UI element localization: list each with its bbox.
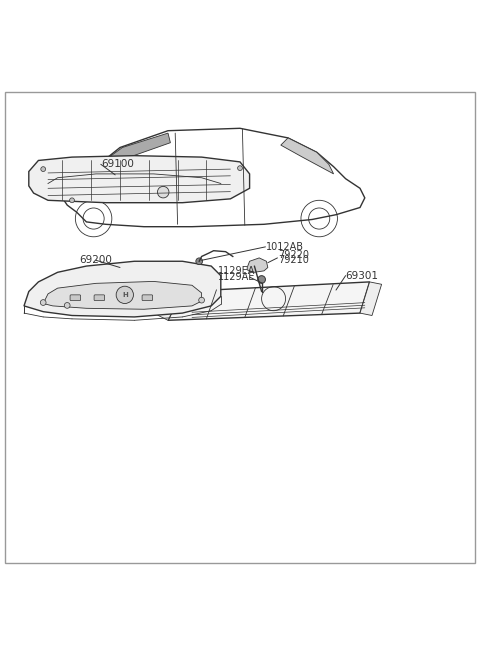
Circle shape <box>238 166 242 170</box>
Circle shape <box>157 187 169 198</box>
Polygon shape <box>168 282 370 320</box>
Text: 79220: 79220 <box>278 250 310 259</box>
Text: 1012AB: 1012AB <box>266 242 304 252</box>
Polygon shape <box>65 181 74 187</box>
Text: 69100: 69100 <box>101 159 133 169</box>
Polygon shape <box>360 282 382 316</box>
Text: 1129AE: 1129AE <box>218 272 256 282</box>
Text: 1129EA: 1129EA <box>218 266 256 276</box>
Polygon shape <box>24 261 221 317</box>
Circle shape <box>40 299 46 305</box>
Text: 69200: 69200 <box>79 255 112 265</box>
Circle shape <box>70 198 74 202</box>
Text: 79210: 79210 <box>278 255 309 265</box>
FancyBboxPatch shape <box>94 295 105 301</box>
Circle shape <box>116 286 133 303</box>
Text: 69301: 69301 <box>346 271 379 280</box>
Circle shape <box>258 276 265 284</box>
Polygon shape <box>281 138 334 174</box>
Circle shape <box>196 258 203 265</box>
Polygon shape <box>43 282 202 309</box>
Circle shape <box>199 297 204 303</box>
Text: H: H <box>122 292 128 298</box>
Polygon shape <box>247 258 268 272</box>
Circle shape <box>41 167 46 172</box>
Circle shape <box>64 303 70 309</box>
Polygon shape <box>96 133 170 172</box>
Polygon shape <box>154 287 182 320</box>
Polygon shape <box>29 156 250 202</box>
FancyBboxPatch shape <box>70 295 81 301</box>
FancyBboxPatch shape <box>142 295 153 301</box>
